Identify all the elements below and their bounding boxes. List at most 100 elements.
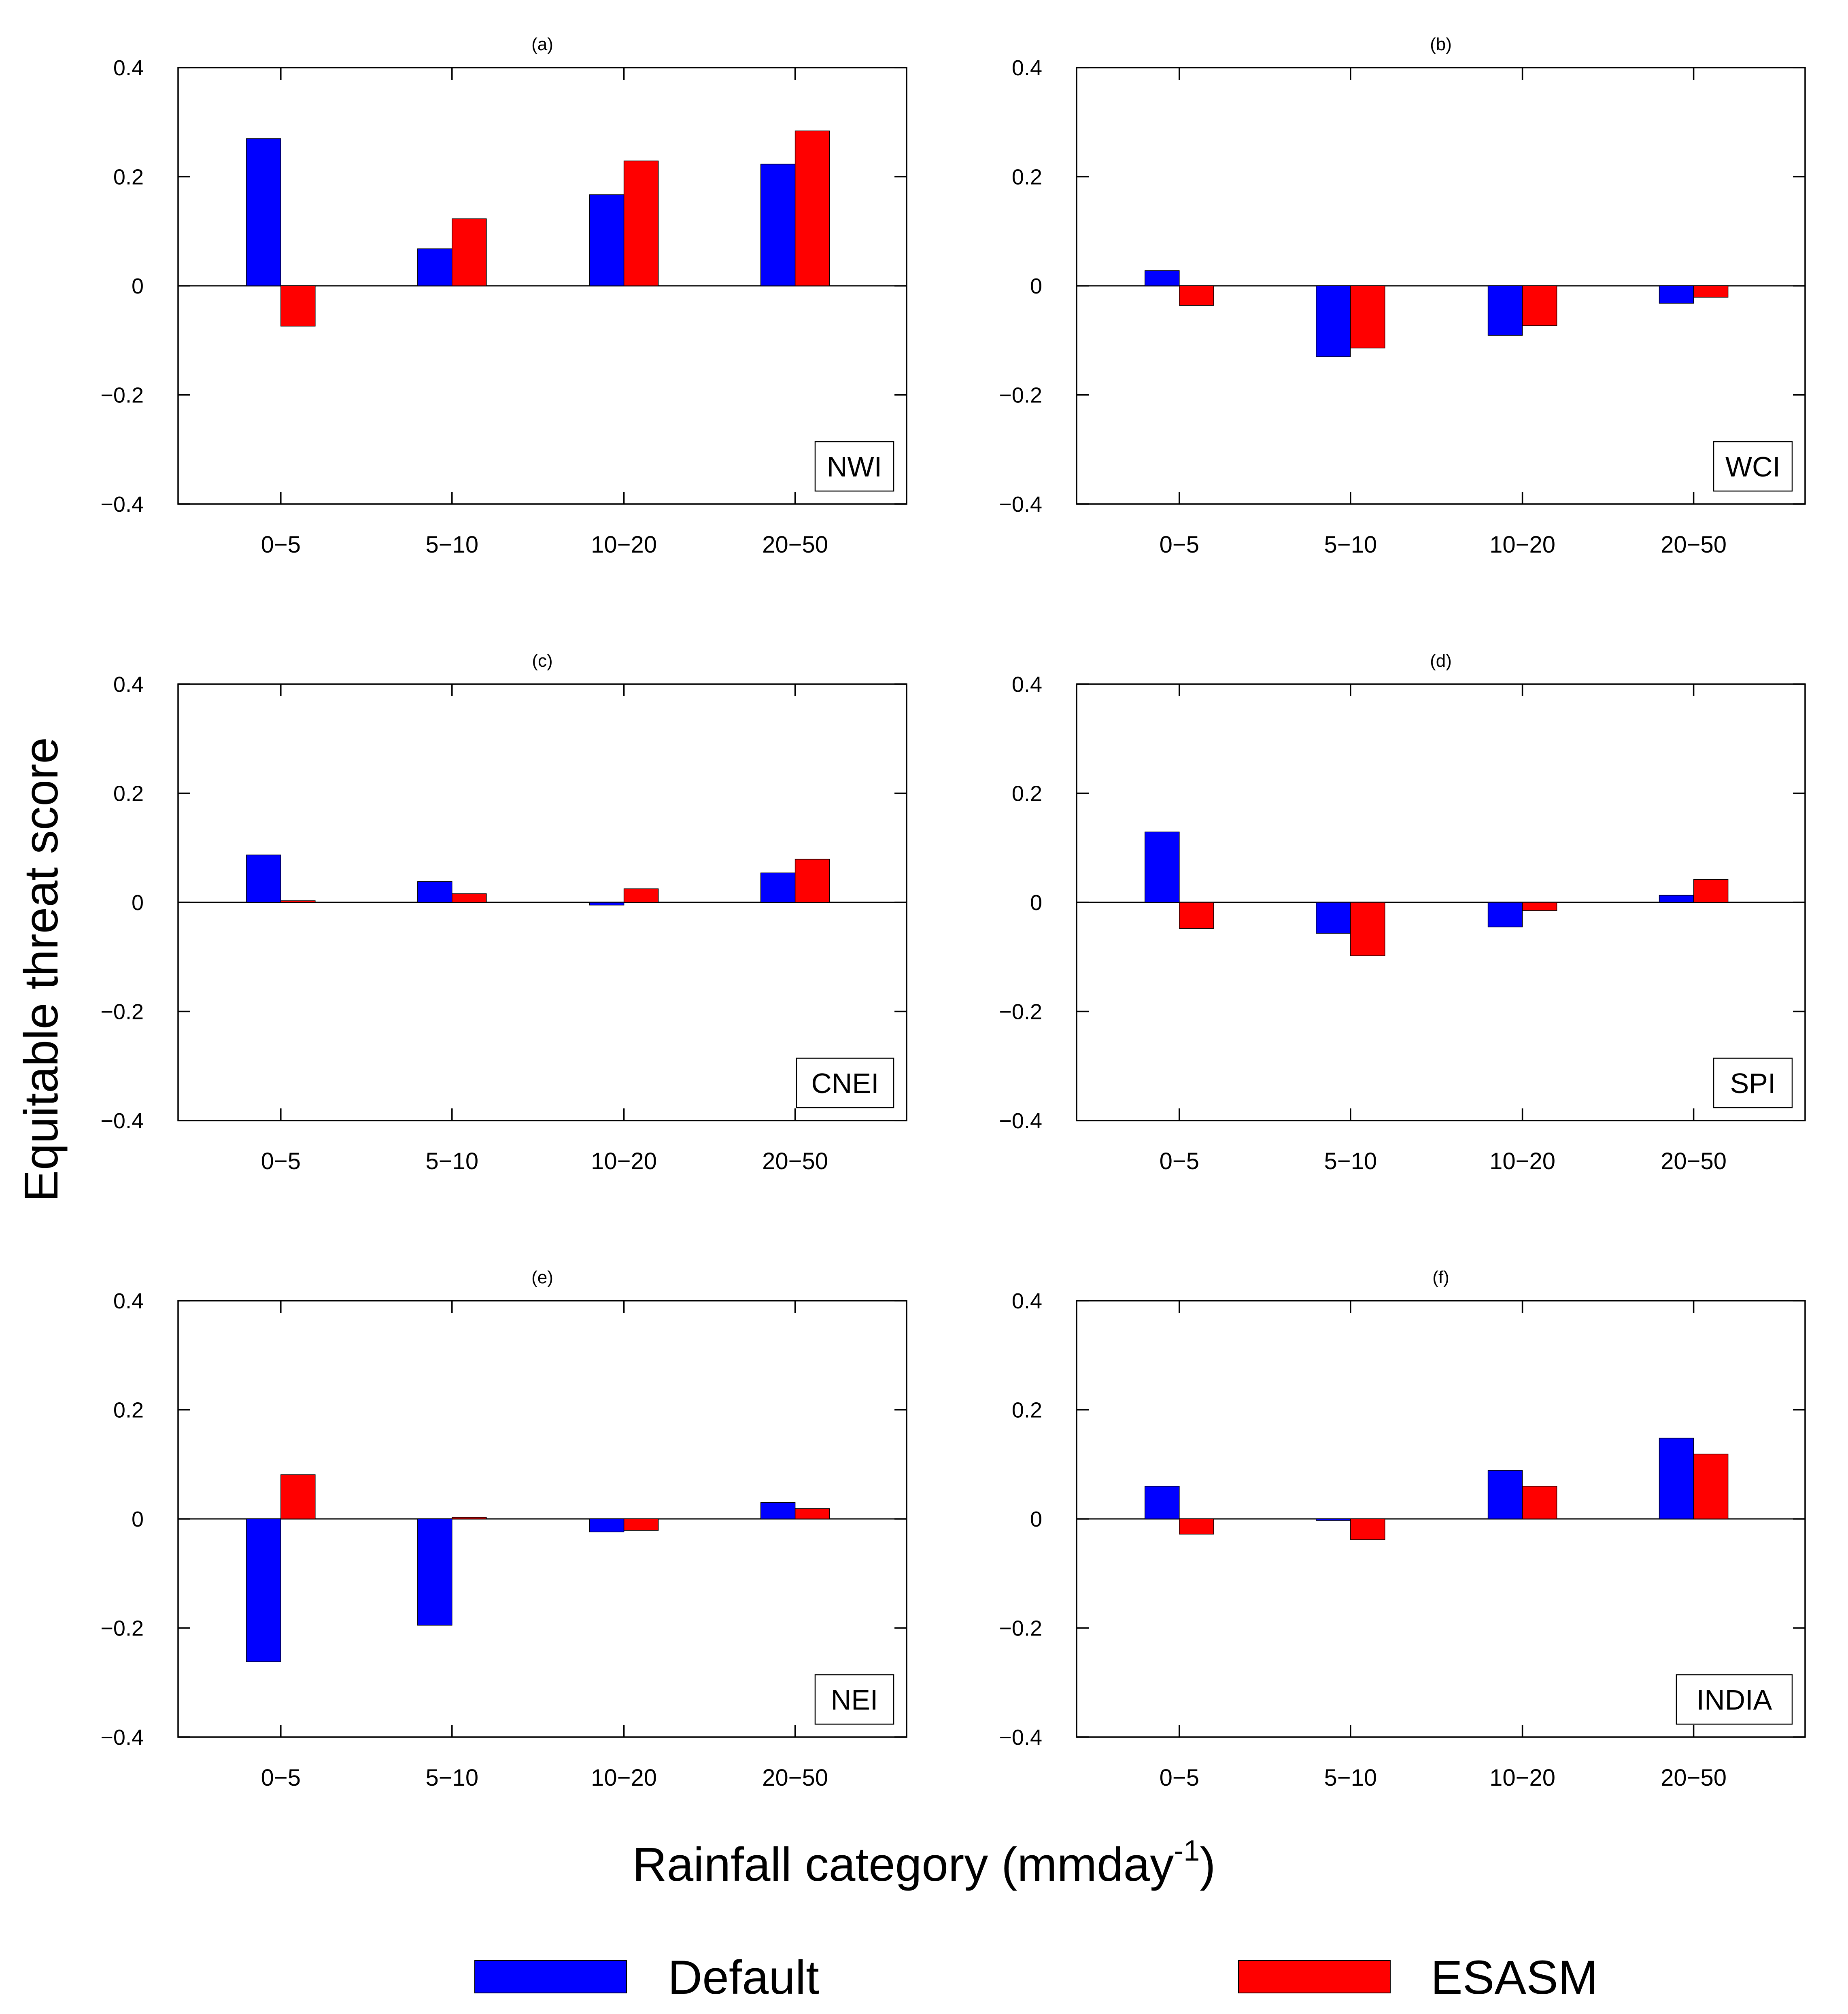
plot-frame <box>1076 67 1806 505</box>
x-tick-label: 10−20 <box>591 1765 657 1791</box>
bar-esasm-4 <box>1693 285 1729 298</box>
bar-default-3 <box>1487 1470 1523 1519</box>
y-tick-label: −0.2 <box>100 1616 144 1641</box>
x-tick-label: 20−50 <box>1661 1148 1727 1174</box>
y-tick-label: −0.4 <box>999 492 1042 517</box>
bar-esasm-4 <box>794 130 830 286</box>
bar-esasm-2 <box>452 1517 487 1519</box>
bar-default-1 <box>1145 270 1180 286</box>
x-tick-label: 0−5 <box>261 1148 301 1174</box>
bar-esasm-1 <box>280 285 316 327</box>
panel-title: (d) <box>1430 651 1452 671</box>
legend: Default ESASM <box>474 1951 1598 2004</box>
plot-frame <box>1076 1300 1806 1738</box>
y-tick-label: −0.4 <box>100 492 144 517</box>
y-tick-label: 0 <box>132 1507 144 1531</box>
x-tick-label: 10−20 <box>1489 1148 1555 1174</box>
region-box <box>1713 441 1793 492</box>
bar-default-1 <box>246 1518 281 1662</box>
y-tick-label: −0.2 <box>100 1000 144 1024</box>
y-tick-label: 0.4 <box>113 1289 144 1313</box>
region-box <box>1713 1057 1793 1108</box>
x-tick-label: 5−10 <box>425 532 478 558</box>
panel-c: (c) 0−5 5−10 10−20 20−50 0.4 0.2 0 −0.2 −0.4 CNEI <box>100 651 907 1174</box>
region-label: SPI <box>1730 1068 1776 1099</box>
panel-e: (e) 0−5 5−10 10−20 20−50 0.4 0.2 0 −0.2 −0.4 NEI <box>100 1268 907 1791</box>
panel-a: (a) 0−5 5−10 10−20 20−50 0.4 0.2 0 −0.2 −0.4 NWI <box>100 34 907 558</box>
region-box <box>796 1057 894 1108</box>
y-tick-label: 0.2 <box>1012 782 1042 806</box>
x-tick-label: 0−5 <box>1160 1765 1199 1791</box>
y-tick-label: 0.2 <box>113 1398 144 1423</box>
y-tick-label: 0.2 <box>1012 165 1042 189</box>
x-tick-label: 20−50 <box>1661 1765 1727 1791</box>
y-tick-label: −0.4 <box>100 1109 144 1133</box>
bar-esasm-2 <box>452 218 487 286</box>
panel-title: (f) <box>1432 1268 1449 1287</box>
x-axis-label-close: ) <box>1200 1838 1215 1891</box>
bar-default-3 <box>589 1518 624 1533</box>
bar-esasm-4 <box>1693 1453 1729 1519</box>
bar-default-3 <box>1487 285 1523 336</box>
bar-esasm-3 <box>1522 902 1557 911</box>
y-tick-label: 0 <box>1030 1507 1042 1531</box>
x-tick-label: 20−50 <box>762 1765 828 1791</box>
bar-default-2 <box>1316 285 1351 357</box>
legend-label-esasm: ESASM <box>1431 1951 1598 2004</box>
bar-esasm-4 <box>794 1508 830 1519</box>
bar-default-2 <box>1316 902 1351 934</box>
bar-default-4 <box>1659 1438 1694 1519</box>
bar-default-2 <box>1316 1518 1351 1521</box>
region-box <box>1676 1674 1793 1725</box>
legend-swatch-default <box>474 1960 627 1993</box>
bar-esasm-4 <box>1693 879 1729 903</box>
panel-f: (f) 0−5 5−10 10−20 20−50 0.4 0.2 0 −0.2 −0.4 INDIA <box>999 1268 1806 1791</box>
panels: (a) 0−5 5−10 10−20 20−50 0.4 0.2 0 −0.2 −0.4 NWI (b… <box>100 34 1806 1791</box>
bar-esasm-3 <box>623 160 659 286</box>
panel-title: (c) <box>532 651 552 671</box>
y-tick-label: −0.2 <box>999 383 1042 408</box>
y-tick-label: −0.4 <box>999 1109 1042 1133</box>
y-tick-label: 0.4 <box>113 672 144 697</box>
region-label: WCI <box>1725 451 1780 483</box>
y-tick-label: 0.2 <box>1012 1398 1042 1423</box>
x-tick-label: 10−20 <box>591 1148 657 1174</box>
panel-d: (d) 0−5 5−10 10−20 20−50 0.4 0.2 0 −0.2 −0.4 SPI <box>999 651 1806 1174</box>
bar-default-2 <box>417 1518 452 1626</box>
plot-frame <box>177 67 907 505</box>
y-tick-label: 0.4 <box>1012 56 1042 80</box>
y-tick-label: −0.4 <box>100 1725 144 1750</box>
bar-default-3 <box>589 902 624 906</box>
bar-esasm-2 <box>1350 1518 1385 1540</box>
bar-esasm-1 <box>1179 1518 1214 1535</box>
region-label: INDIA <box>1697 1684 1772 1716</box>
bar-esasm-1 <box>1179 285 1214 306</box>
y-tick-label: 0 <box>132 274 144 298</box>
panel-title: (a) <box>531 34 553 54</box>
panel-title: (b) <box>1430 34 1452 54</box>
x-tick-label: 5−10 <box>1324 532 1377 558</box>
x-tick-label: 10−20 <box>1489 532 1555 558</box>
region-box <box>814 1674 894 1725</box>
x-tick-label: 10−20 <box>591 532 657 558</box>
x-tick-label: 5−10 <box>1324 1148 1377 1174</box>
bar-default-3 <box>1487 902 1523 927</box>
region-label: NWI <box>827 451 882 483</box>
bar-default-2 <box>417 248 452 286</box>
bar-default-1 <box>246 855 281 903</box>
bar-default-4 <box>1659 895 1694 903</box>
x-tick-label: 10−20 <box>1489 1765 1555 1791</box>
plot-frame <box>177 1300 907 1738</box>
y-tick-label: 0.4 <box>113 56 144 80</box>
y-tick-label: 0 <box>132 891 144 915</box>
bar-esasm-3 <box>1522 1486 1557 1519</box>
bar-default-1 <box>246 138 281 286</box>
x-tick-label: 20−50 <box>762 532 828 558</box>
bar-esasm-3 <box>623 1518 659 1531</box>
y-tick-label: −0.2 <box>100 383 144 408</box>
bar-default-2 <box>417 881 452 903</box>
bar-esasm-3 <box>1522 285 1557 326</box>
bar-default-4 <box>1659 285 1694 304</box>
legend-label-default: Default <box>668 1951 819 2004</box>
